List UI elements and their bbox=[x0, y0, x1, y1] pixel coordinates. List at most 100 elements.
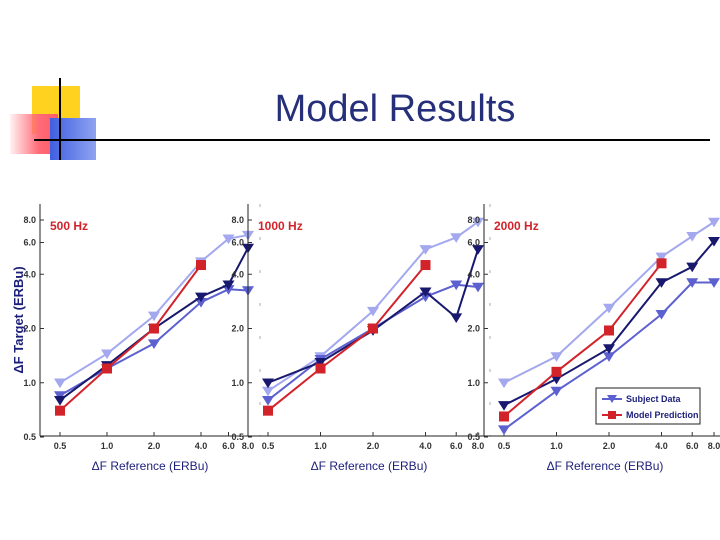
series-light-line bbox=[59, 234, 249, 384]
series-dark-point bbox=[655, 278, 668, 288]
series-medium-point bbox=[472, 282, 484, 293]
x-tick-label: 6.0 bbox=[686, 441, 699, 451]
y-tick-label: 2.0 bbox=[467, 324, 480, 334]
series-light-point bbox=[54, 378, 66, 389]
series-dark-point bbox=[54, 396, 66, 406]
legend-subject-marker bbox=[607, 395, 617, 403]
x-tick-label: 0.5 bbox=[498, 441, 511, 451]
series-medium-point bbox=[450, 280, 463, 291]
series-medium-point bbox=[550, 386, 563, 397]
series-model-point bbox=[196, 260, 206, 271]
y-tick-label: 0.5 bbox=[23, 432, 36, 442]
series-model-point bbox=[149, 323, 159, 334]
x-axis-label: ΔF Reference (ERBu) bbox=[92, 459, 209, 473]
series-model-line bbox=[59, 264, 202, 412]
x-tick-label: 1.0 bbox=[101, 441, 114, 451]
y-tick-label: 8.0 bbox=[467, 215, 480, 225]
y-tick-label: 1.0 bbox=[231, 378, 244, 388]
series-medium-point bbox=[262, 396, 274, 406]
series-model-line bbox=[503, 262, 663, 418]
y-tick-label: 0.5 bbox=[231, 432, 244, 442]
series-model-line bbox=[267, 264, 427, 412]
series-dark-point bbox=[222, 280, 235, 291]
series-medium-point bbox=[195, 297, 207, 308]
legend-model-marker bbox=[608, 411, 616, 419]
y-tick-label: 4.0 bbox=[231, 269, 244, 279]
series-medium-point bbox=[603, 352, 615, 362]
series-light-point bbox=[262, 386, 274, 397]
series-dark-point bbox=[195, 292, 207, 303]
y-tick-label: 4.0 bbox=[467, 269, 480, 279]
x-axis-label: ΔF Reference (ERBu) bbox=[547, 459, 664, 473]
series-light-point bbox=[222, 234, 235, 245]
series-medium-line bbox=[503, 281, 714, 431]
series-light-line bbox=[267, 221, 479, 392]
x-tick-label: 4.0 bbox=[419, 441, 432, 451]
y-tick-label: 6.0 bbox=[23, 238, 36, 248]
y-tick-label: 8.0 bbox=[23, 215, 36, 225]
series-light-point bbox=[655, 252, 668, 263]
y-tick-label: 1.0 bbox=[467, 378, 480, 388]
series-dark-point bbox=[472, 245, 484, 255]
series-model-point bbox=[315, 363, 326, 374]
condition-label: 1000 Hz bbox=[258, 219, 303, 233]
x-axis-label: ΔF Reference (ERBu) bbox=[311, 459, 428, 473]
series-light-point bbox=[708, 217, 720, 228]
series-dark-point bbox=[419, 287, 432, 298]
series-model-point bbox=[420, 260, 431, 271]
series-medium-line bbox=[59, 288, 249, 397]
y-tick-label: 2.0 bbox=[23, 324, 36, 334]
series-medium-line bbox=[267, 283, 479, 402]
y-tick-label: 6.0 bbox=[467, 238, 480, 248]
series-medium-point bbox=[708, 278, 720, 288]
x-tick-label: 4.0 bbox=[195, 441, 208, 451]
series-model-point bbox=[551, 366, 562, 377]
series-dark-point bbox=[686, 262, 699, 273]
condition-label: 500 Hz bbox=[50, 219, 88, 233]
x-tick-label: 6.0 bbox=[222, 441, 235, 451]
y-axis-label: ΔF Target (ERBu) bbox=[11, 266, 26, 373]
series-model-point bbox=[368, 323, 378, 334]
x-tick-label: 4.0 bbox=[655, 441, 668, 451]
series-model-point bbox=[55, 405, 65, 416]
series-light-point bbox=[101, 349, 113, 360]
series-light-point bbox=[367, 306, 379, 317]
series-model-point bbox=[102, 363, 112, 374]
x-tick-label: 2.0 bbox=[148, 441, 161, 451]
x-tick-label: 2.0 bbox=[603, 441, 616, 451]
x-tick-label: 8.0 bbox=[242, 441, 255, 451]
series-dark-point bbox=[550, 374, 563, 385]
y-tick-label: 2.0 bbox=[231, 324, 244, 334]
series-model-point bbox=[604, 325, 614, 336]
decorative-vertical-line bbox=[59, 78, 61, 160]
series-model-point bbox=[263, 405, 273, 416]
legend-model-label: Model Prediction bbox=[626, 410, 699, 420]
series-dark-line bbox=[503, 240, 715, 407]
series-dark-point bbox=[708, 237, 720, 247]
x-tick-label: 1.0 bbox=[550, 441, 563, 451]
series-light-point bbox=[450, 233, 463, 243]
series-dark-point bbox=[498, 401, 510, 411]
series-light-point bbox=[603, 303, 615, 314]
series-dark-line bbox=[267, 249, 479, 384]
series-dark-point bbox=[314, 358, 327, 368]
series-dark-point bbox=[603, 344, 615, 354]
series-light-point bbox=[419, 245, 432, 255]
legend-subject-label: Subject Data bbox=[626, 394, 682, 404]
x-tick-label: 8.0 bbox=[708, 441, 720, 451]
x-tick-label: 0.5 bbox=[54, 441, 67, 451]
series-light-point bbox=[550, 352, 563, 362]
slide-title: Model Results bbox=[274, 88, 516, 130]
series-dark-line bbox=[59, 247, 249, 402]
series-medium-point bbox=[498, 425, 510, 435]
chart-panel-1000hz: 0.51.02.04.06.08.00.5 1.0 2.0 4.0 6.0 8.01000… bbox=[231, 204, 491, 473]
series-dark-point bbox=[450, 313, 463, 323]
series-medium-point bbox=[686, 278, 699, 288]
condition-label: 2000 Hz bbox=[494, 219, 539, 233]
y-tick-label: 0.5 bbox=[467, 432, 480, 442]
series-light-point bbox=[148, 311, 160, 322]
series-medium-point bbox=[655, 310, 668, 320]
x-tick-label: 1.0 bbox=[314, 441, 327, 451]
y-tick-label: 4.0 bbox=[23, 269, 36, 279]
series-dark-point bbox=[262, 378, 274, 389]
